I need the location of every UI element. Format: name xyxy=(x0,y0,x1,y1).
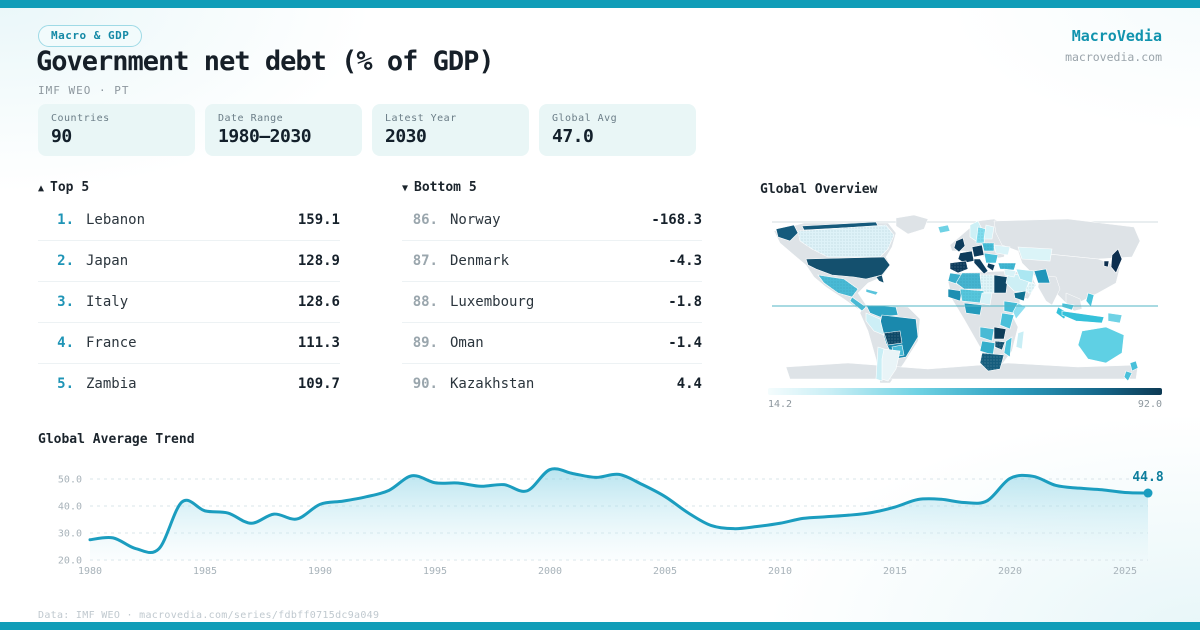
stat-value: 2030 xyxy=(385,126,427,147)
map-title: Global Overview xyxy=(760,182,878,197)
top-accent-bar xyxy=(0,0,1200,8)
country-name: Denmark xyxy=(450,253,510,269)
svg-text:1985: 1985 xyxy=(193,566,217,577)
stat-card: Countries 90 xyxy=(38,104,195,156)
list-item: 3. Italy 128.6 xyxy=(38,282,340,323)
country-value: -168.3 xyxy=(651,212,702,228)
country-name: Kazakhstan xyxy=(450,376,535,392)
bottom5-panel: ▼ Bottom 5 86. Norway -168.3 87. Denmark -4.3 8… xyxy=(402,180,702,404)
stat-value: 1980—2030 xyxy=(218,126,312,147)
stat-label: Countries xyxy=(51,113,110,124)
country-value: 128.9 xyxy=(297,253,340,269)
svg-text:40.0: 40.0 xyxy=(58,502,82,513)
stat-value: 90 xyxy=(51,126,72,147)
top5-panel: ▲ Top 5 1. Lebanon 159.1 2. Japan 128.9 3. Italy… xyxy=(38,180,340,404)
svg-text:2005: 2005 xyxy=(653,566,677,577)
rank-number: 1. xyxy=(57,212,74,228)
footer-source-text: Data: IMF WEO · macrovedia.com/series/fd… xyxy=(38,610,380,621)
country-value: 109.7 xyxy=(297,376,340,392)
svg-text:2025: 2025 xyxy=(1113,566,1137,577)
svg-text:2010: 2010 xyxy=(768,566,792,577)
list-item: 88. Luxembourg -1.8 xyxy=(402,282,702,323)
svg-text:2020: 2020 xyxy=(998,566,1022,577)
top5-header: ▲ Top 5 xyxy=(38,180,340,200)
trend-axis-labels: 20.0 30.0 40.0 50.0 1980 1985 1990 1995 2000 2005… xyxy=(58,475,1137,578)
svg-text:1995: 1995 xyxy=(423,566,447,577)
stat-label: Date Range xyxy=(218,113,284,124)
bottom5-header: ▼ Bottom 5 xyxy=(402,180,702,200)
list-item: 86. Norway -168.3 xyxy=(402,200,702,241)
scale-max-label: 92.0 xyxy=(1137,399,1162,410)
country-value: 159.1 xyxy=(297,212,340,228)
trend-series: 44.8 xyxy=(88,467,1164,560)
list-item: 87. Denmark -4.3 xyxy=(402,241,702,282)
trend-end-label: 44.8 xyxy=(1132,470,1163,485)
brand-name: MacroVedia xyxy=(1071,27,1162,45)
top5-title: Top 5 xyxy=(50,180,90,195)
rank-number: 2. xyxy=(57,253,74,269)
country-value: 111.3 xyxy=(297,335,340,351)
trend-end-dot xyxy=(1143,488,1153,498)
scale-min-label: 14.2 xyxy=(768,399,793,410)
bottom5-title: Bottom 5 xyxy=(414,180,477,195)
country-value: -1.4 xyxy=(668,335,702,351)
svg-text:2015: 2015 xyxy=(883,566,907,577)
country-name: France xyxy=(86,335,137,351)
stat-card: Latest Year 2030 xyxy=(372,104,529,156)
country-name: Luxembourg xyxy=(450,294,535,310)
country-name: Zambia xyxy=(86,376,137,392)
brand-domain: macrovedia.com xyxy=(1065,50,1162,64)
list-item: 89. Oman -1.4 xyxy=(402,323,702,364)
rank-number: 86. xyxy=(412,212,438,228)
svg-text:30.0: 30.0 xyxy=(58,529,82,540)
country-name: Lebanon xyxy=(86,212,146,228)
stat-card: Global Avg 47.0 xyxy=(539,104,696,156)
list-item: 1. Lebanon 159.1 xyxy=(38,200,340,241)
country-value: 4.4 xyxy=(676,376,702,392)
country-value: -4.3 xyxy=(668,253,702,269)
stat-value: 47.0 xyxy=(552,126,594,147)
down-triangle-icon: ▼ xyxy=(402,183,409,194)
svg-text:50.0: 50.0 xyxy=(58,475,82,486)
trend-chart: 20.0 30.0 40.0 50.0 1980 1985 1990 1995 2000 2005… xyxy=(58,467,1164,578)
choropleth-countries xyxy=(775,220,1139,382)
rank-number: 87. xyxy=(412,253,438,269)
list-item: 2. Japan 128.9 xyxy=(38,241,340,282)
list-item: 5. Zambia 109.7 xyxy=(38,364,340,404)
svg-text:20.0: 20.0 xyxy=(58,556,82,567)
bottom5-rows: 86. Norway -168.3 87. Denmark -4.3 88. Luxembou… xyxy=(402,200,702,404)
stats-row: Countries 90 Date Range 1980—2030 Latest Yea… xyxy=(38,104,696,156)
rank-number: 90. xyxy=(412,376,438,392)
list-item: 90. Kazakhstan 4.4 xyxy=(402,364,702,404)
country-value: -1.8 xyxy=(668,294,702,310)
rank-number: 89. xyxy=(412,335,438,351)
country-name: Oman xyxy=(450,335,484,351)
country-value: 128.6 xyxy=(297,294,340,310)
rank-number: 88. xyxy=(412,294,438,310)
top5-rows: 1. Lebanon 159.1 2. Japan 128.9 3. Italy 128.6 4.… xyxy=(38,200,340,404)
color-scale-labels: 14.2 92.0 xyxy=(768,399,1162,410)
country-name: Norway xyxy=(450,212,501,228)
country-name: Italy xyxy=(86,294,129,310)
rank-number: 3. xyxy=(57,294,74,310)
list-item: 4. France 111.3 xyxy=(38,323,340,364)
up-triangle-icon: ▲ xyxy=(38,183,45,194)
svg-text:1980: 1980 xyxy=(78,566,102,577)
rank-number: 5. xyxy=(57,376,74,392)
bottom-accent-bar xyxy=(0,622,1200,630)
svg-text:1990: 1990 xyxy=(308,566,332,577)
country-name: Japan xyxy=(86,253,129,269)
color-scale-bar xyxy=(768,388,1162,395)
page-subtitle: IMF WEO · PT xyxy=(38,84,130,97)
stat-card: Date Range 1980—2030 xyxy=(205,104,362,156)
stat-label: Latest Year xyxy=(385,113,457,124)
world-map xyxy=(772,215,1158,384)
page-title: Government net debt (% of GDP) xyxy=(36,46,495,77)
stat-label: Global Avg xyxy=(552,113,618,124)
category-badge: Macro & GDP xyxy=(38,25,143,47)
trend-title: Global Average Trend xyxy=(38,432,195,447)
rank-number: 4. xyxy=(57,335,74,351)
svg-text:2000: 2000 xyxy=(538,566,562,577)
